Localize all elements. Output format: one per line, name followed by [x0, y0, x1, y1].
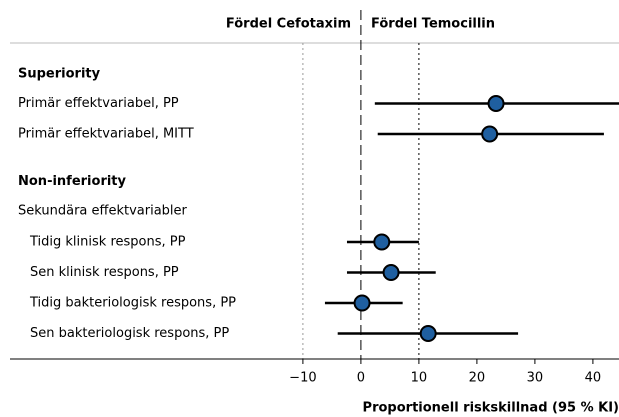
point-estimate	[487, 95, 505, 112]
row-label: Primär effektvariabel, PP	[18, 96, 179, 111]
x-tick-label: 40	[585, 371, 602, 386]
section-title: Non-inferiority	[18, 174, 127, 189]
x-tick-label: 0	[357, 371, 365, 386]
section-title: Superiority	[18, 67, 101, 82]
row-label: Tidig klinisk respons, PP	[29, 235, 186, 250]
section-subtitle: Sekundära effektvariabler	[18, 204, 188, 219]
point-estimate	[353, 294, 371, 312]
row-label: Primär effektvariabel, MITT	[18, 127, 194, 142]
row-label: Sen bakteriologisk respons, PP	[30, 326, 229, 341]
point-estimate	[481, 125, 499, 143]
left-header: Fördel Cefotaxim	[226, 17, 351, 32]
row-label: Sen klinisk respons, PP	[30, 265, 179, 280]
right-header: Fördel Temocillin	[371, 17, 495, 32]
row-label: Tidig bakteriologisk respons, PP	[29, 296, 236, 311]
point-estimate	[382, 264, 400, 281]
x-axis-label: Proportionell riskskillnad (95 % KI)	[363, 401, 619, 416]
point-estimate	[419, 325, 437, 342]
x-tick-label: 10	[411, 371, 428, 386]
x-tick-label: −10	[289, 371, 316, 386]
x-tick-label: 20	[469, 371, 486, 386]
point-estimate	[373, 233, 391, 251]
x-tick-label: 30	[527, 371, 544, 386]
